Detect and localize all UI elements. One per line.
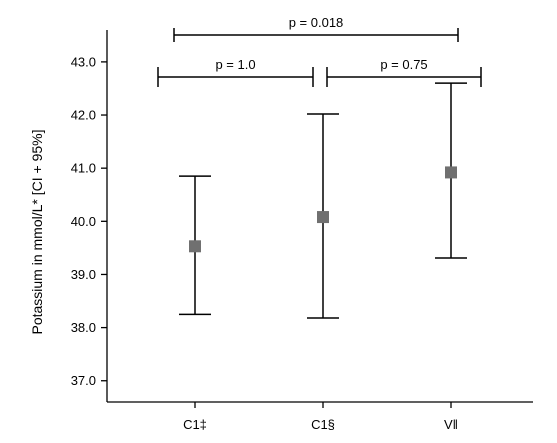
y-tick-label: 38.0 [71, 320, 96, 335]
axes [106, 30, 533, 403]
significance-brackets: p = 1.0 p = 0.75 p = 0.018 [157, 15, 482, 87]
error-bars [179, 82, 467, 319]
category-label: C1§ [311, 417, 335, 432]
y-axis-title: Potassium in mmol/L* [CI + 95%] [29, 129, 45, 334]
mean-marker [445, 166, 457, 179]
y-tick-label: 40.0 [71, 214, 96, 229]
y-tick-label: 43.0 [71, 54, 96, 69]
mean-marker [189, 240, 201, 253]
p-value-label: p = 0.75 [380, 57, 427, 72]
category-label: C1‡ [183, 417, 207, 432]
p-value-label: p = 1.0 [215, 57, 255, 72]
y-tick-label: 42.0 [71, 108, 96, 123]
p-value-label: p = 0.018 [289, 15, 344, 30]
y-ticks: 37.0 38.0 39.0 40.0 41.0 42.0 43.0 [71, 54, 107, 388]
y-tick-label: 37.0 [71, 373, 96, 388]
category-label: V‖ [444, 417, 458, 432]
mean-marker [317, 211, 329, 224]
y-tick-label: 41.0 [71, 161, 96, 176]
y-tick-label: 39.0 [71, 267, 96, 282]
x-ticks: C1‡ C1§ V‖ [183, 402, 458, 432]
